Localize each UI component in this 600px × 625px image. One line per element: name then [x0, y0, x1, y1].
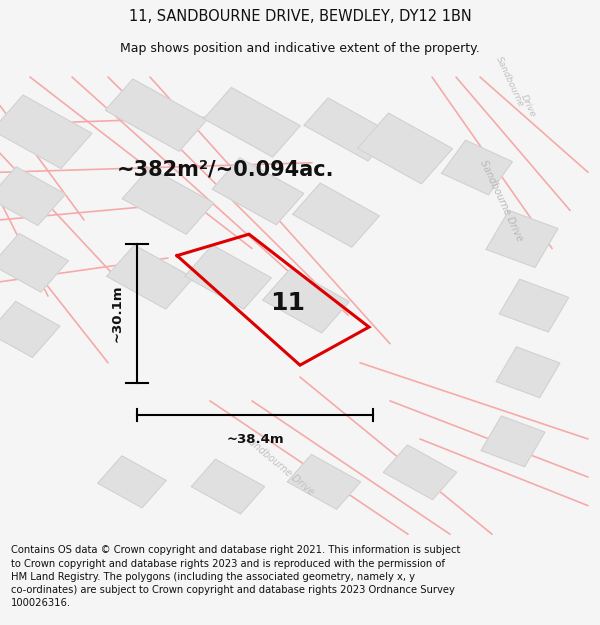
Text: Contains OS data © Crown copyright and database right 2021. This information is : Contains OS data © Crown copyright and d… — [11, 545, 460, 608]
Polygon shape — [442, 140, 512, 195]
Polygon shape — [212, 158, 304, 224]
Polygon shape — [499, 279, 569, 332]
Text: ~38.4m: ~38.4m — [226, 433, 284, 446]
Text: Drive: Drive — [519, 93, 537, 118]
Polygon shape — [98, 456, 166, 508]
Polygon shape — [0, 167, 65, 226]
Polygon shape — [263, 269, 349, 333]
Polygon shape — [304, 98, 392, 161]
Polygon shape — [191, 459, 265, 514]
Polygon shape — [481, 416, 545, 467]
Polygon shape — [486, 211, 558, 268]
Polygon shape — [383, 445, 457, 499]
Polygon shape — [106, 79, 206, 151]
Polygon shape — [0, 301, 60, 358]
Polygon shape — [107, 245, 193, 309]
Polygon shape — [0, 95, 92, 169]
Text: Sandbourne: Sandbourne — [494, 55, 526, 109]
Text: Sandbourne Drive: Sandbourne Drive — [478, 159, 524, 243]
Text: ~382m²/~0.094ac.: ~382m²/~0.094ac. — [117, 160, 335, 180]
Polygon shape — [0, 234, 68, 292]
Polygon shape — [293, 183, 379, 247]
Polygon shape — [122, 168, 214, 234]
Polygon shape — [204, 88, 300, 157]
Text: Map shows position and indicative extent of the property.: Map shows position and indicative extent… — [120, 42, 480, 55]
Polygon shape — [358, 113, 452, 184]
Polygon shape — [287, 454, 361, 509]
Text: Sandbourne Drive: Sandbourne Drive — [242, 433, 316, 498]
Text: 11: 11 — [271, 291, 305, 315]
Text: ~30.1m: ~30.1m — [110, 284, 124, 342]
Polygon shape — [185, 245, 271, 309]
Text: 11, SANDBOURNE DRIVE, BEWDLEY, DY12 1BN: 11, SANDBOURNE DRIVE, BEWDLEY, DY12 1BN — [128, 9, 472, 24]
Polygon shape — [496, 347, 560, 398]
